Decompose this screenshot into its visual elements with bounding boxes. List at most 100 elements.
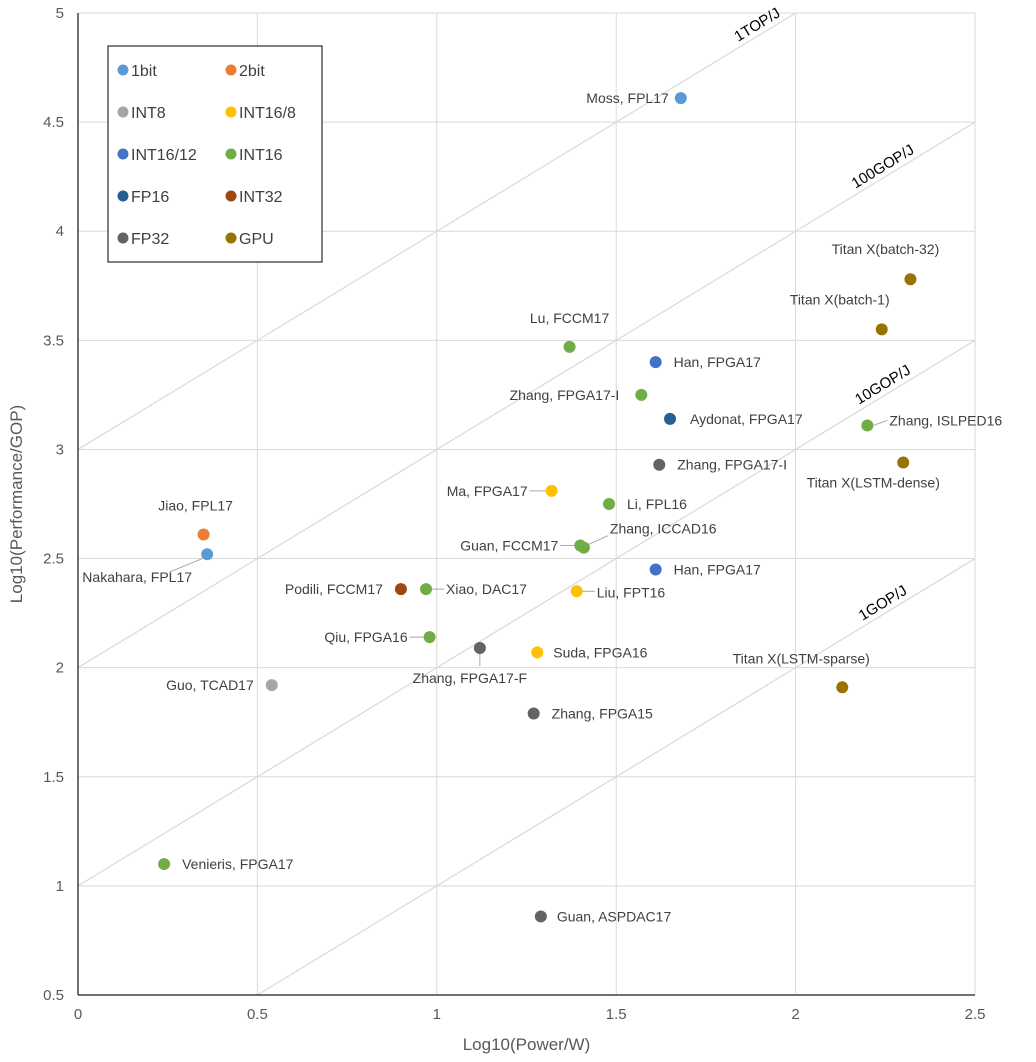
y-tick-label: 1.5 <box>43 769 64 786</box>
axes: 0 0.5 1 1.5 2 2.5 0.5 1 1.5 2 2.5 3 3.5 4 4.5 5 <box>43 5 985 1023</box>
efficiency-line <box>77 12 796 450</box>
legend-marker <box>225 232 237 244</box>
point-label: Titan X(batch-1) <box>790 291 890 307</box>
y-tick-label: 3 <box>56 441 64 458</box>
point-label: Aydonat, FPGA17 <box>690 411 803 427</box>
data-point <box>635 388 648 401</box>
leader-lines <box>168 419 888 667</box>
legend-marker <box>225 190 237 202</box>
legend-marker <box>117 190 129 202</box>
point-label: Lu, FCCM17 <box>530 310 610 326</box>
data-point <box>674 92 687 105</box>
point-label: Zhang, FPGA17-F <box>413 670 527 686</box>
point-labels: Moss, FPL17 Nakahara, FPL17 Jiao, FPL17 Guo… <box>82 90 1002 924</box>
point-label: Zhang, FPGA15 <box>552 705 653 721</box>
y-tick-label: 4.5 <box>43 114 64 131</box>
legend-label: 2bit <box>239 63 265 80</box>
y-tick-label: 1 <box>56 878 64 895</box>
data-point <box>904 273 917 286</box>
point-label: Titan X(LSTM-sparse) <box>733 650 870 666</box>
legend-label: INT16 <box>239 147 283 164</box>
data-point <box>265 679 278 692</box>
x-axis-title: Log10(Power/W) <box>463 1035 591 1054</box>
legend-marker <box>117 64 129 76</box>
data-point <box>545 484 558 497</box>
point-label: Zhang, FPGA17-I <box>677 457 787 473</box>
x-tick-label: 2.5 <box>965 1006 986 1023</box>
legend-marker <box>225 106 237 118</box>
legend-marker <box>117 106 129 118</box>
data-point <box>897 456 910 469</box>
point-label: Han, FPGA17 <box>674 354 761 370</box>
legend: 1bit 2bit INT8 INT16/8 INT16/12 INT16 FP16 INT3… <box>107 45 323 263</box>
point-label: Qiu, FPGA16 <box>324 629 407 645</box>
point-label: Zhang, ISLPED16 <box>889 412 1002 428</box>
data-point <box>836 681 849 694</box>
data-point <box>861 419 874 432</box>
x-tick-label: 0 <box>74 1006 82 1023</box>
data-point <box>158 858 171 871</box>
y-tick-label: 5 <box>56 5 64 22</box>
legend-label: INT16/8 <box>239 105 296 122</box>
point-label: Ma, FPGA17 <box>447 483 528 499</box>
y-tick-label: 2 <box>56 660 64 677</box>
point-label: Guo, TCAD17 <box>166 677 254 693</box>
efficiency-line <box>77 339 976 887</box>
y-tick-label: 4 <box>56 223 64 240</box>
point-label: Moss, FPL17 <box>586 90 669 106</box>
legend-box <box>107 45 323 263</box>
x-tick-label: 1 <box>433 1006 441 1023</box>
legend-label: GPU <box>239 231 274 248</box>
legend-label: 1bit <box>131 63 157 80</box>
x-tick-label: 2 <box>791 1006 799 1023</box>
point-label: Suda, FPGA16 <box>553 644 647 660</box>
point-label: Jiao, FPL17 <box>158 498 233 514</box>
point-label: Han, FPGA17 <box>674 561 761 577</box>
y-tick-label: 2.5 <box>43 551 64 568</box>
point-label: Xiao, DAC17 <box>446 581 527 597</box>
point-label: Titan X(batch-32) <box>832 241 940 257</box>
data-point <box>577 541 590 554</box>
data-point <box>563 340 576 353</box>
data-point <box>649 563 662 576</box>
data-point <box>531 646 544 659</box>
point-label: Zhang, ICCAD16 <box>610 521 717 537</box>
legend-marker <box>225 148 237 160</box>
efficiency-line <box>257 558 976 996</box>
y-tick-label: 3.5 <box>43 332 64 349</box>
point-label: Podili, FCCM17 <box>285 581 383 597</box>
data-point <box>649 356 662 369</box>
y-tick-label: 0.5 <box>43 987 64 1004</box>
leader-line <box>587 535 609 546</box>
point-label: Zhang, FPGA17-I <box>510 387 620 403</box>
y-axis-title: Log10(Performance/GOP) <box>7 405 26 603</box>
data-point <box>875 323 888 336</box>
legend-marker <box>117 148 129 160</box>
data-point <box>570 585 583 598</box>
legend-label: INT8 <box>131 105 166 122</box>
point-label: Li, FPL16 <box>627 496 687 512</box>
legend-label: INT16/12 <box>131 147 197 164</box>
legend-marker <box>117 232 129 244</box>
point-label: Titan X(LSTM-dense) <box>807 475 940 491</box>
data-point <box>534 910 547 923</box>
data-point <box>197 528 210 541</box>
point-label: Venieris, FPGA17 <box>182 856 293 872</box>
legend-label: FP16 <box>131 189 169 206</box>
point-label: Guan, ASPDAC17 <box>557 908 672 924</box>
legend-label: FP32 <box>131 231 169 248</box>
data-point <box>473 642 486 655</box>
efficiency-line-label: 100GOP/J <box>849 141 918 192</box>
data-points <box>158 92 917 923</box>
data-point <box>201 548 214 561</box>
legend-marker <box>225 64 237 76</box>
point-label: Liu, FPT16 <box>597 584 666 600</box>
data-point <box>527 707 540 720</box>
x-tick-label: 1.5 <box>606 1006 627 1023</box>
data-point <box>603 498 616 510</box>
data-point <box>664 412 677 425</box>
leader-line <box>873 419 888 426</box>
legend-label: INT32 <box>239 189 283 206</box>
point-label: Nakahara, FPL17 <box>82 569 192 585</box>
